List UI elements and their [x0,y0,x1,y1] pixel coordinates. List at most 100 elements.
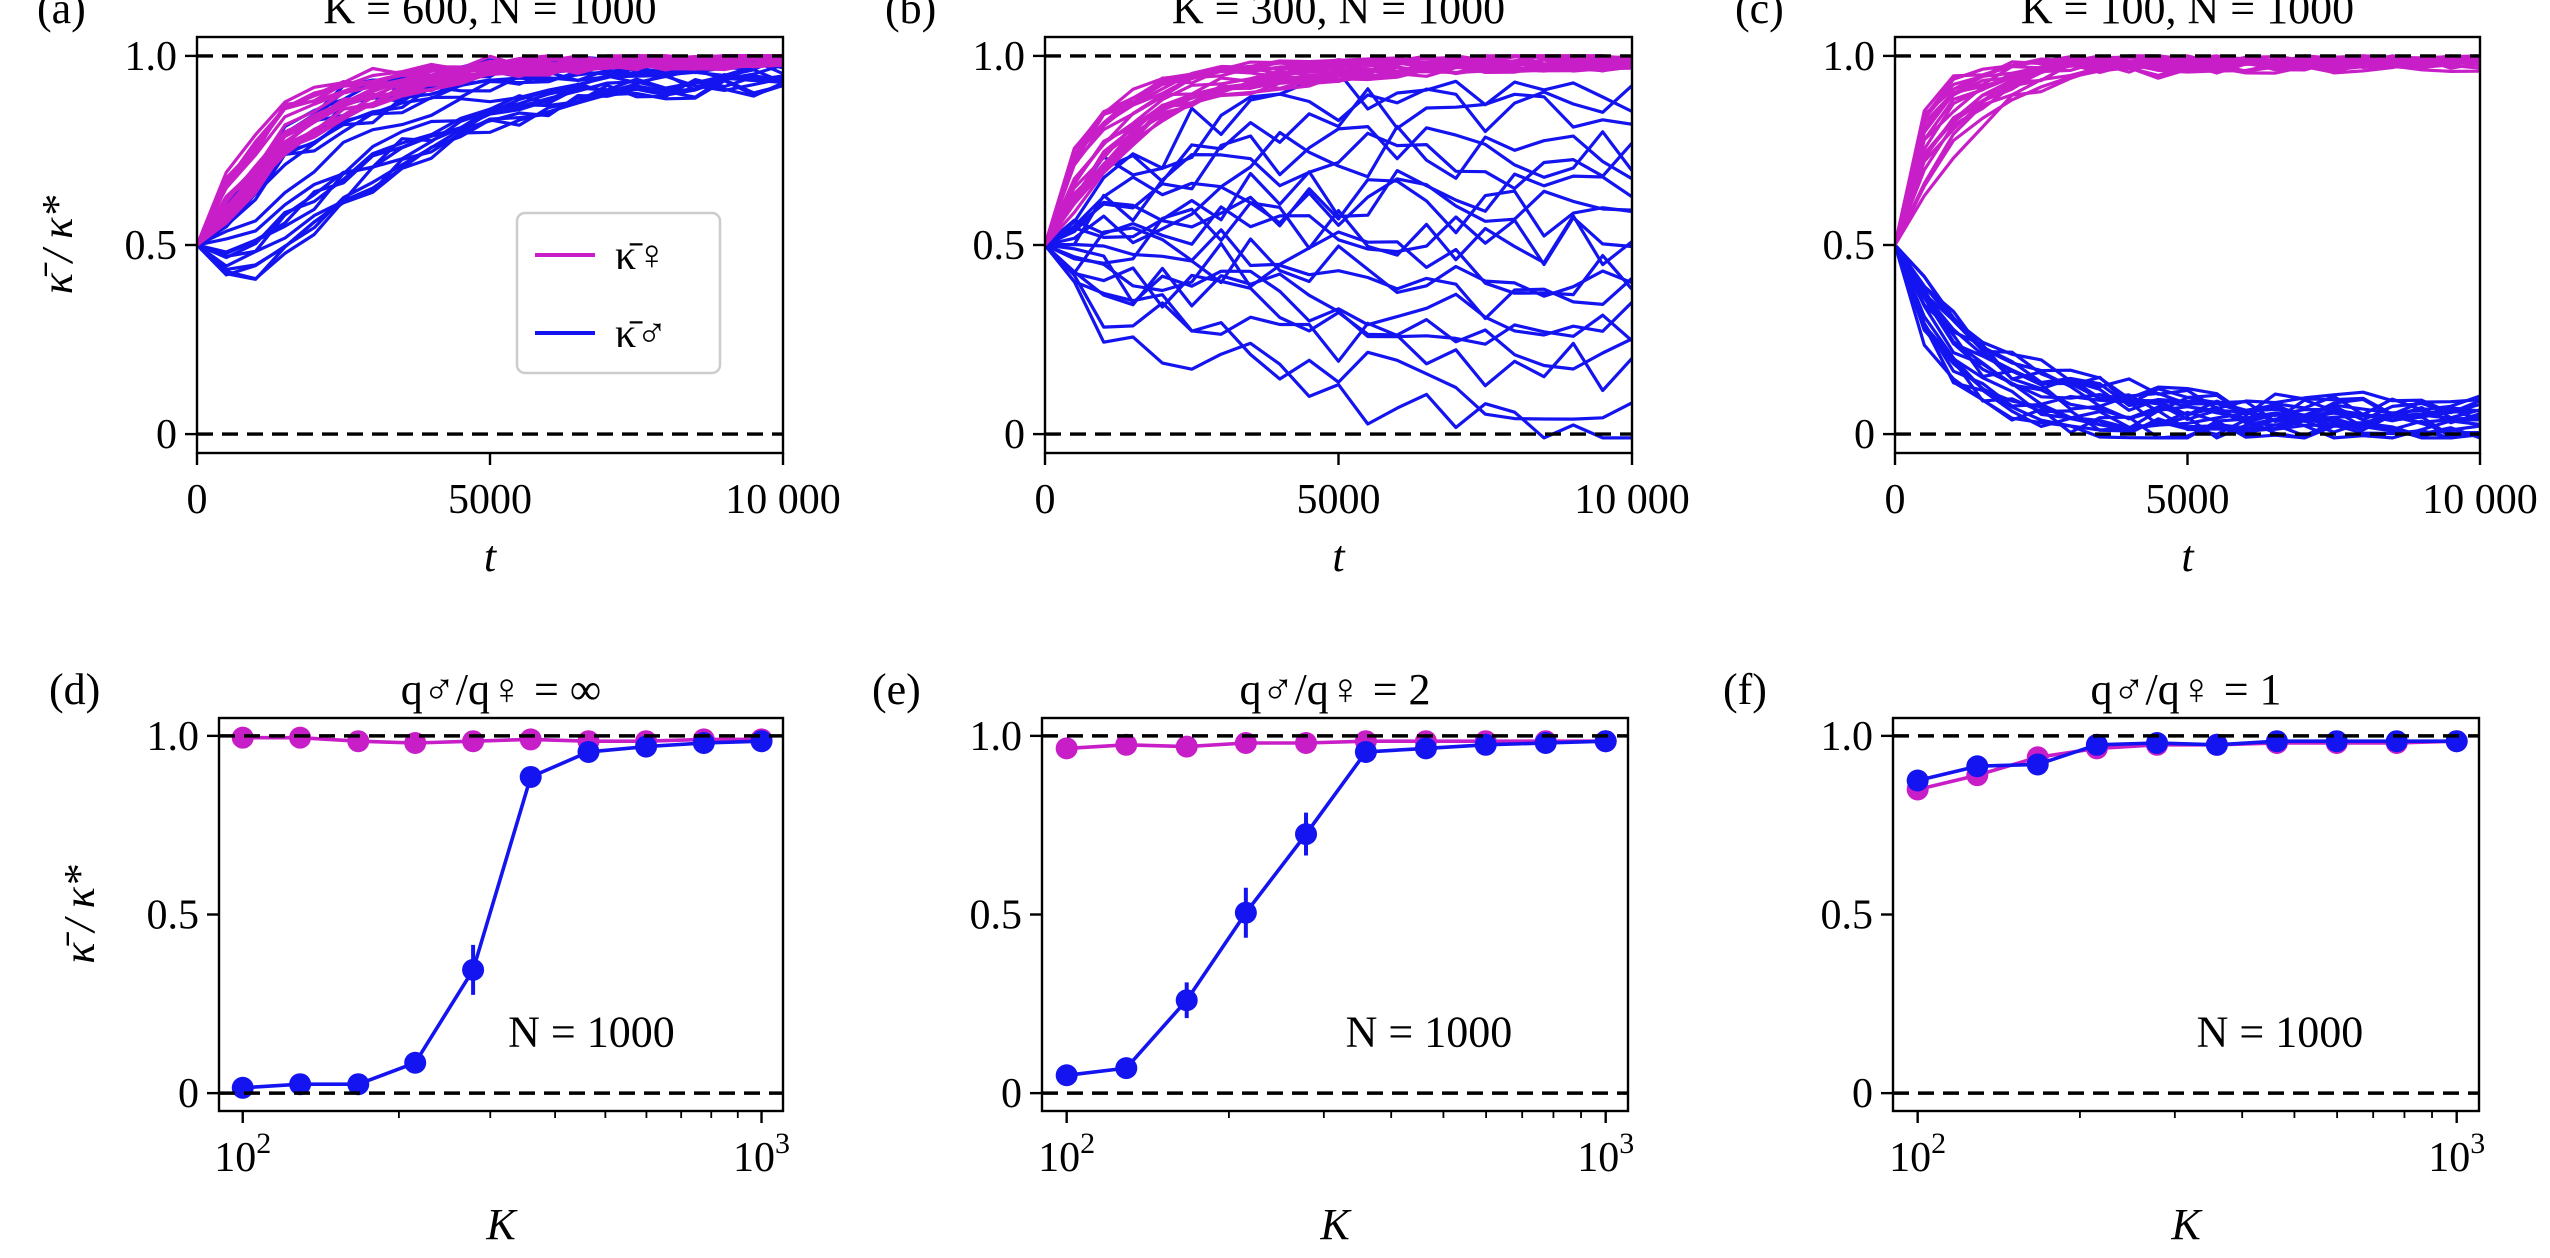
male-trajectory [1045,201,1632,267]
y-tick-label: 1.0 [1823,34,1876,80]
x-tick-label: 102 [214,1127,271,1181]
data-point [519,765,542,788]
panel-c: K = 100, N = 1000 (c) 0 0.5 1.0 0 5000 10 000 t [1735,0,2538,581]
series-line-1 [1066,739,1606,1078]
x-axis-label: t [1332,532,1346,581]
panel-a: K = 600, N = 1000 (a) 0 0.5 1.0 0 5000 10 000 t κ… [33,0,841,581]
x-tick-label: 10 000 [1574,477,1690,523]
y-tick-label: 0 [1004,412,1025,458]
x-axis-label: K [2170,1200,2203,1249]
male-trajectory [1895,244,2480,422]
y-tick-label: 1.0 [147,714,200,760]
data-point [289,726,312,749]
data-point [347,1073,370,1096]
male-trajectory [1895,244,2480,422]
x-axis-label: K [1319,1200,1352,1249]
panel-d: q♂/q♀ = ∞ (d) 0 0.5 1.0 102 103 Kκ̄ / κ* N = 100… [49,665,790,1249]
x-tick-label: 5000 [448,477,532,523]
x-tick-label: 0 [187,477,208,523]
x-tick-label: 103 [733,1127,790,1181]
panel-f: q♂/q♀ = 1 (f) 0 0.5 1.0 102 103 K N = 1000 [1723,665,2485,1249]
data-point [635,735,658,758]
data-point [2265,730,2288,753]
x-tick-label: 102 [1038,1127,1095,1181]
panel-title: K = 100, N = 1000 [2021,0,2354,33]
y-axis-label: κ̄ / κ* [55,865,104,963]
data-point [462,730,485,753]
female-trajectory [1895,60,2480,246]
data-point [462,958,485,981]
data-point [2445,730,2468,753]
panel-b: K = 300, N = 1000 (b) 0 0.5 1.0 0 5000 10 000 t [885,0,1690,581]
female-trajectory [1895,54,2480,246]
x-tick-label: 103 [2428,1127,2485,1181]
annotation-text: N = 1000 [2197,1008,2364,1057]
male-trajectory [1045,243,1632,440]
female-trajectory [1045,55,1632,246]
plot-area [197,54,783,281]
x-tick-label: 10 000 [725,477,841,523]
y-tick-label: 1.0 [970,714,1023,760]
data-point [750,730,773,753]
male-trajectory [1895,244,2480,438]
data-point [1115,733,1138,756]
data-point [2085,733,2108,756]
male-trajectory [1045,243,1632,337]
y-tick-label: 0.5 [1823,223,1876,269]
data-point [1115,1057,1138,1080]
data-point [1055,737,1078,760]
panel-title: K = 300, N = 1000 [1172,0,1505,33]
y-tick-label: 0.5 [970,893,1023,939]
data-point [577,740,600,763]
data-point [2325,730,2348,753]
male-trajectory [1895,244,2480,429]
x-axis-label: t [484,532,498,581]
y-axis-label: κ̄ / κ* [33,196,82,294]
y-tick-label: 0 [1854,412,1875,458]
data-point [231,1076,254,1099]
plot-area [1055,730,1617,1087]
male-trajectory [1045,244,1632,393]
x-tick-label: 10 000 [2422,477,2538,523]
male-trajectory [1045,124,1632,247]
panel-title: q♂/q♀ = ∞ [401,665,601,714]
male-trajectory [1045,241,1632,321]
data-point [1474,733,1497,756]
data-point [1234,901,1257,924]
data-point [1175,989,1198,1012]
female-trajectory [1895,54,2480,246]
y-tick-label: 0.5 [147,893,200,939]
y-tick-label: 0 [1852,1071,1873,1117]
panel-title: K = 600, N = 1000 [323,0,656,33]
data-point [231,726,254,749]
panel-label: (c) [1735,0,1784,33]
y-tick-label: 0.5 [973,223,1026,269]
data-point [1966,755,1989,778]
y-tick-label: 0 [156,412,177,458]
data-point [2385,730,2408,753]
plot-area [1045,54,1632,440]
male-trajectory [1045,205,1632,267]
male-trajectory [1045,131,1632,247]
male-trajectory [1895,243,2480,415]
male-trajectory [197,79,783,281]
y-tick-label: 0 [1001,1071,1022,1117]
data-point [2205,733,2228,756]
series-line-0 [1066,739,1606,751]
panel-label: (b) [885,0,936,33]
x-tick-label: 0 [1035,477,1056,523]
y-tick-label: 1.0 [1821,714,1874,760]
male-trajectory [1045,226,1632,297]
female-trajectory [1045,57,1632,246]
panel-title: q♂/q♀ = 2 [1239,665,1430,714]
male-trajectory [1895,244,2480,423]
series-line-0 [242,735,762,745]
series-line-1 [1917,739,2457,783]
x-tick-label: 5000 [1297,477,1381,523]
panel-title: q♂/q♀ = 1 [2090,665,2281,714]
data-point [1594,730,1617,753]
male-trajectory [1045,87,1632,246]
x-axis-label: t [2181,532,2195,581]
male-trajectory [1895,244,2480,417]
